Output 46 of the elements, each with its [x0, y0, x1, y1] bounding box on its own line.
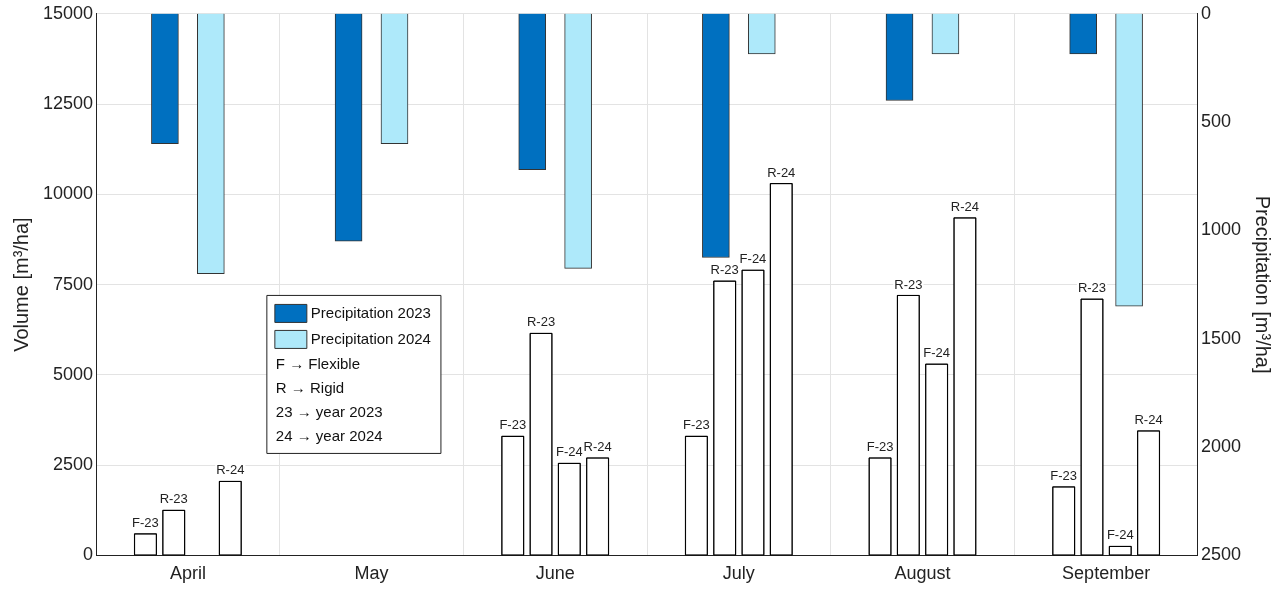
legend-label: Precipitation 2023 — [310, 303, 431, 321]
annotation: R → Rigid — [275, 378, 345, 396]
y-tick-label: 7500 — [53, 273, 94, 294]
x-tick-label: August — [894, 563, 951, 584]
text: R-24 — [1134, 411, 1163, 427]
x-tick-label: May — [354, 563, 389, 584]
y2-tick-label: 0 — [1200, 2, 1211, 23]
text: R-24 — [583, 438, 612, 454]
x-tick-label: September — [1062, 563, 1151, 584]
text: R-23 — [1077, 280, 1107, 296]
text: F-24 — [555, 444, 583, 460]
text: F-23 — [132, 514, 159, 530]
y2-axis-title: Precipitation [m³/ha] — [1252, 195, 1275, 374]
text: R-23 — [159, 491, 188, 507]
y-tick-label: 5000 — [53, 363, 94, 384]
annotation: 23 → year 2023 — [275, 402, 383, 420]
y-axis-title: Volume [m³/ha] — [9, 217, 32, 352]
text: F-23 — [683, 417, 710, 433]
y2-tick-label: 500 — [1200, 111, 1231, 132]
text: F-24 — [739, 251, 767, 267]
y-tick-label: 15000 — [42, 2, 94, 23]
text: R-23 — [894, 276, 923, 292]
y-tick-label: 0 — [83, 544, 94, 565]
y2-tick-label: 2500 — [1200, 544, 1241, 565]
text: R-23 — [710, 262, 739, 278]
text: R-24 — [216, 462, 245, 478]
y-tick-label: 12500 — [42, 93, 94, 114]
y-tick-label: 2500 — [53, 454, 94, 475]
text: R-24 — [950, 198, 979, 214]
text: F-23 — [1050, 467, 1078, 483]
y-tick-label: 10000 — [42, 183, 94, 204]
x-tick-label: June — [535, 563, 575, 584]
text: F-23 — [866, 438, 894, 454]
series-label: R-24 — [767, 164, 796, 180]
series-label: F-23 — [499, 417, 527, 433]
y2-tick-label: 1500 — [1200, 327, 1241, 348]
series-label: F-24 — [1106, 527, 1134, 543]
x-tick-label: July — [722, 563, 755, 584]
text: F-24 — [923, 345, 950, 361]
legend-label: Precipitation 2024 — [310, 329, 431, 347]
series-label: R-23 — [526, 314, 556, 330]
y2-tick-label: 1000 — [1200, 219, 1241, 240]
x-tick-label: April — [169, 563, 206, 584]
annotation: F → Flexible — [275, 354, 361, 372]
y2-tick-label: 2000 — [1200, 436, 1241, 457]
annotation: 24 → year 2024 — [275, 426, 383, 444]
